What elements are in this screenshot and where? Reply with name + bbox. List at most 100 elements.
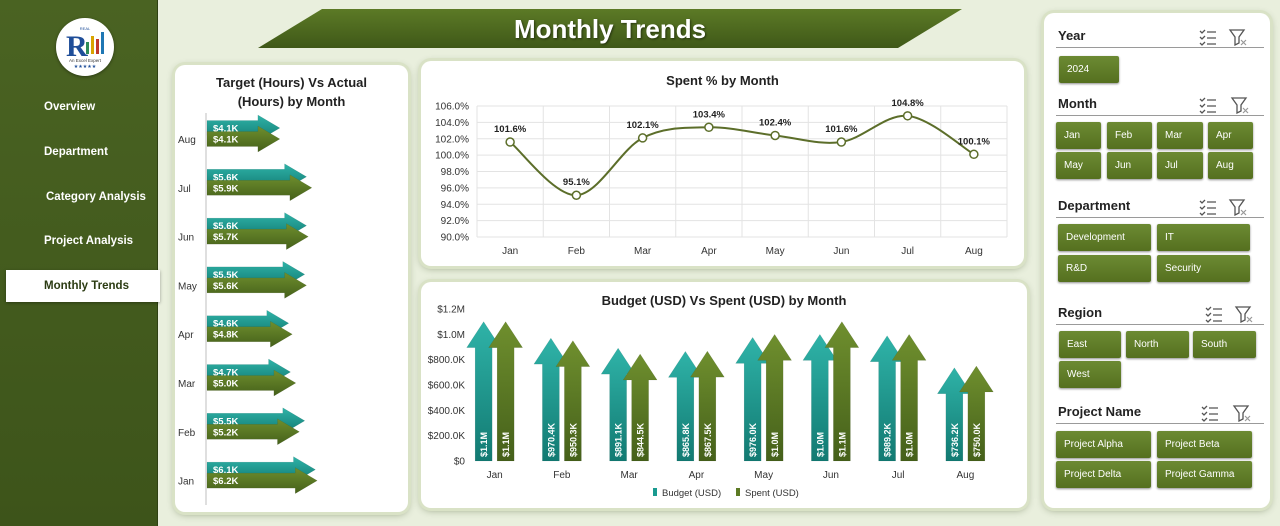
target-hours-label: $6.1K [213,465,238,476]
target-hours-label: $5.5K [213,270,238,281]
budget-y-tick: $1.0M [437,330,465,341]
budget-y-tick: $200.0K [428,431,466,442]
hours-chart-title-line2: (Hours) by Month [237,94,346,109]
legend-budget-label: Budget (USD) [662,488,721,499]
target-hours-label: $4.1K [213,124,238,135]
budget-chart-card: Budget (USD) Vs Spent (USD) by Month $1.… [421,282,1027,508]
region-east-button[interactable]: East [1059,331,1121,358]
svg-text:R: R [66,30,88,63]
target-hours-label: $4.7K [213,368,238,379]
spent-data-label: $1.0M [905,432,915,457]
department-rd-button[interactable]: R&D [1058,255,1151,282]
month-mar-button[interactable]: Mar [1157,122,1203,149]
pct-y-tick: 94.0% [441,200,469,211]
department-security-button[interactable]: Security [1157,255,1250,282]
clear-filter-icon[interactable] [1232,404,1252,422]
nav-project-analysis[interactable]: Project Analysis [44,235,134,247]
region-west-button[interactable]: West [1059,361,1121,388]
spent-data-label: $1.1M [501,432,511,457]
hours-month-label: Jan [178,477,194,488]
month-aug-button[interactable]: Aug [1208,152,1253,179]
multi-select-icon[interactable] [1198,96,1218,114]
month-may-button[interactable]: May [1056,152,1101,179]
region-north-button[interactable]: North [1126,331,1189,358]
region-slicer-label: Region [1058,305,1103,320]
actual-hours-label: $5.9K [213,183,238,194]
budget-chart: $1.2M $1.0M $800.0K $600.0K $400.0K $200.0K $0… [428,305,994,499]
multi-select-icon[interactable] [1198,28,1218,46]
spent-pct-point [969,149,979,160]
project-delta-button[interactable]: Project Delta [1056,461,1151,488]
month-feb-button[interactable]: Feb [1107,122,1152,149]
spent-arrow [891,333,927,462]
clear-filter-icon[interactable] [1234,305,1254,323]
nav-category-analysis[interactable]: Category Analysis [46,191,146,203]
project-beta-button[interactable]: Project Beta [1157,431,1252,458]
budget-y-tick: $0 [454,457,466,468]
nav-department[interactable]: Department [44,146,108,158]
region-south-button[interactable]: South [1193,331,1256,358]
budget-data-label: $736.2K [950,422,960,457]
budget-chart-title: Budget (USD) Vs Spent (USD) by Month [601,293,847,308]
target-hours-label: $5.6K [213,221,238,232]
hours-chart: Aug$4.1K$4.1KJul$5.6K$5.9KJun$5.6K$5.7KM… [178,113,318,505]
multi-select-icon[interactable] [1198,198,1218,216]
pct-x-tick: Apr [701,246,717,257]
slicer-panel: Year 2024 Month Jan Feb Mar Apr May Jun … [1044,13,1270,508]
month-jul-button[interactable]: Jul [1157,152,1203,179]
budget-data-label: $976.0K [748,422,758,457]
pct-x-tick: May [766,246,785,257]
budget-y-tick: $600.0K [428,381,466,392]
actual-hours-label: $4.1K [213,135,238,146]
department-slicer-label: Department [1058,198,1131,213]
multi-select-icon[interactable] [1204,305,1224,323]
page-title: Monthly Trends [513,14,707,44]
month-jan-button[interactable]: Jan [1056,122,1101,149]
budget-x-tick: Feb [553,470,571,481]
spent-data-label: $1.0M [770,432,780,457]
clear-filter-icon[interactable] [1228,198,1248,216]
pct-y-tick: 100.0% [435,151,469,162]
clear-filter-icon[interactable] [1228,28,1248,46]
budget-y-tick: $1.2M [437,305,465,316]
spent-pct-chart: 106.0% 104.0% 102.0% 100.0% 98.0% 96.0% 94.0% 9… [435,98,1008,257]
spent-data-label: $844.5K [636,422,646,457]
nav-overview[interactable]: Overview [44,101,96,113]
budget-y-tick: $400.0K [428,406,466,417]
pct-y-tick: 98.0% [441,167,469,178]
multi-select-icon[interactable] [1200,404,1220,422]
spent-pct-chart-card: Spent % by Month 106.0% 104.0% 102.0% 100.0… [421,61,1024,266]
sidebar: R An Excel Expert ★★★★★ REAL Overview De… [0,0,160,526]
nav-monthly-trends[interactable]: Monthly Trends [6,270,160,302]
spent-pct-chart-title: Spent % by Month [666,73,779,88]
department-development-button[interactable]: Development [1058,224,1151,251]
month-apr-button[interactable]: Apr [1208,122,1253,149]
project-alpha-button[interactable]: Project Alpha [1056,431,1151,458]
budget-data-label: $989.2K [883,422,893,457]
year-2024-button[interactable]: 2024 [1059,56,1119,83]
month-jun-button[interactable]: Jun [1107,152,1152,179]
pct-x-tick: Mar [634,246,652,257]
project-gamma-button[interactable]: Project Gamma [1157,461,1252,488]
clear-filter-icon[interactable] [1230,96,1250,114]
hours-chart-title-line1: Target (Hours) Vs Actual [216,75,367,90]
legend-spent-swatch [736,488,740,496]
actual-hours-arrow [206,418,300,446]
target-hours-label: $4.6K [213,319,238,330]
spent-pct-data-label: 101.6% [494,124,527,135]
pct-y-tick: 90.0% [441,233,469,244]
budget-data-label: $1.0M [815,432,825,457]
budget-y-tick: $800.0K [428,355,466,366]
actual-hours-arrow [206,467,318,495]
spent-arrow [824,321,860,462]
budget-arrow [869,335,905,462]
department-it-button[interactable]: IT [1157,224,1250,251]
month-slicer-label: Month [1058,96,1097,111]
spent-pct-data-label: 102.4% [759,117,792,128]
actual-hours-arrow [206,271,308,299]
title-banner: Monthly Trends [258,9,962,48]
budget-x-tick: Apr [689,470,705,481]
budget-x-tick: Jan [487,470,503,481]
spent-arrow [555,340,591,462]
actual-hours-label: $5.0K [213,379,238,390]
